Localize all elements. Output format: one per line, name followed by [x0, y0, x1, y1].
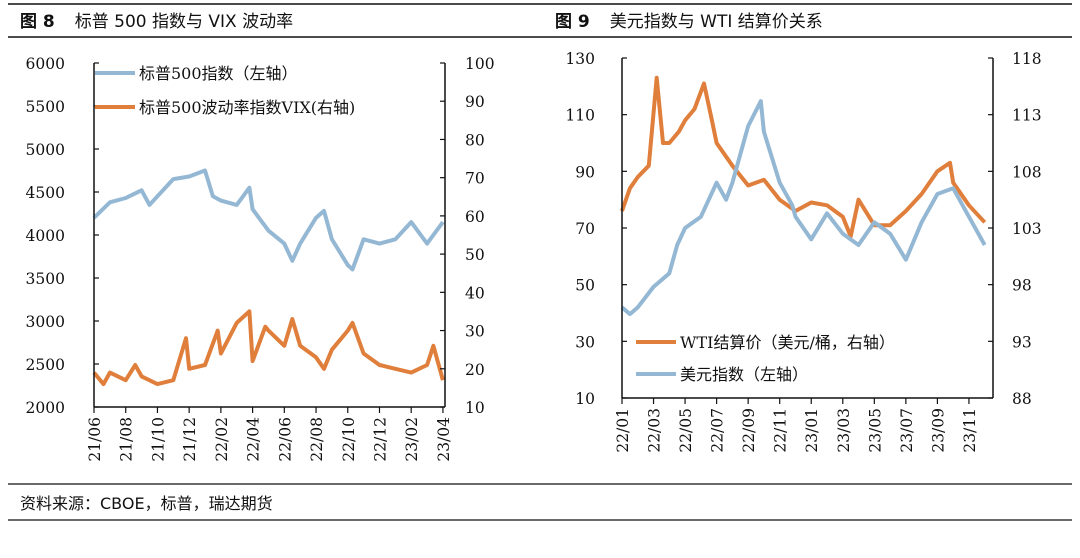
- chart-dxy-wti: 10 30 50 70 90 110 130 88 93 98 103 108 113 118 22/01 2…: [565, 50, 1041, 453]
- right-tick-label: 100: [465, 55, 495, 73]
- legend-label-0: 标普500指数（左轴）: [139, 64, 298, 83]
- x-tick-label: 23/04: [435, 417, 453, 462]
- left-tick-label: 2500: [26, 356, 65, 374]
- x-tick-label: 23/11: [961, 408, 979, 453]
- right-tick-label: 50: [465, 246, 485, 264]
- left-tick-label: 5500: [26, 98, 65, 116]
- x-tick-label: 22/11: [772, 408, 790, 453]
- legend-label-1: 标普500波动率指数VIX(右轴): [139, 98, 355, 117]
- x-tick-label: 22/07: [709, 408, 727, 453]
- left-tick-label: 3500: [26, 270, 65, 288]
- series-line-1: [92, 309, 445, 387]
- right-tick-label: 113: [1012, 107, 1042, 125]
- left-tick-label: 5000: [26, 141, 65, 159]
- x-tick-label: 22/04: [245, 417, 263, 462]
- figure9-title: 图 9 美元指数与 WTI 结算价关系: [555, 12, 823, 32]
- right-tick-label: 80: [465, 131, 485, 149]
- right-tick-label: 103: [1012, 220, 1042, 238]
- right-tick-label: 118: [1012, 50, 1042, 68]
- right-tick-label: 98: [1012, 277, 1032, 295]
- right-tick-label: 108: [1012, 163, 1042, 181]
- x-tick-label: 21/08: [118, 417, 136, 462]
- series-line-0: [92, 168, 445, 272]
- left-tick-label: 6000: [26, 55, 65, 73]
- x-tick-label: 22/12: [371, 417, 389, 462]
- chart-sp500-vix: 2000 2500 3000 3500 4000 4500 5000 5500 6000 10 20…: [26, 55, 495, 462]
- left-tick-label: 4500: [26, 184, 65, 202]
- source-note: 资料来源：CBOE，标普，瑞达期货: [20, 494, 273, 513]
- series-line-0: [620, 75, 987, 239]
- x-tick-label: 22/08: [308, 417, 326, 462]
- x-tick-label: 23/03: [835, 408, 853, 453]
- x-tick-label: 23/05: [866, 408, 884, 453]
- left-tick-label: 4000: [26, 227, 65, 245]
- x-tick-label: 23/09: [929, 408, 947, 453]
- left-tick-label: 130: [565, 50, 595, 68]
- x-tick-label: 22/03: [646, 408, 664, 453]
- left-tick-label: 3000: [26, 313, 65, 331]
- left-tick-label: 90: [575, 163, 595, 181]
- right-tick-label: 10: [465, 399, 485, 417]
- right-tick-label: 40: [465, 284, 485, 302]
- x-tick-label: 22/06: [276, 417, 294, 462]
- right-tick-label: 60: [465, 208, 485, 226]
- legend-label-0: WTI结算价（美元/桶，右轴）: [680, 333, 895, 352]
- right-tick-label: 93: [1012, 333, 1032, 351]
- left-tick-label: 110: [565, 107, 595, 125]
- x-tick-label: 22/05: [677, 408, 695, 453]
- series-line-1: [620, 99, 987, 317]
- left-tick-label: 10: [575, 390, 595, 408]
- x-tick-label: 23/01: [803, 408, 821, 453]
- figure8-title: 图 8 标普 500 指数与 VIX 波动率: [20, 12, 293, 32]
- x-tick-label: 23/02: [403, 417, 421, 462]
- left-tick-label: 70: [575, 220, 595, 238]
- left-tick-label: 2000: [26, 399, 65, 417]
- right-tick-label: 30: [465, 323, 485, 341]
- x-tick-label: 21/06: [86, 417, 104, 462]
- legend-label-1: 美元指数（左轴）: [680, 365, 808, 384]
- right-tick-label: 20: [465, 361, 485, 379]
- left-tick-label: 50: [575, 277, 595, 295]
- right-tick-label: 70: [465, 170, 485, 188]
- right-tick-label: 90: [465, 93, 485, 111]
- x-tick-label: 23/07: [898, 408, 916, 453]
- x-tick-label: 21/12: [181, 417, 199, 462]
- x-tick-label: 21/10: [149, 417, 167, 462]
- x-tick-label: 22/02: [213, 417, 231, 462]
- x-tick-label: 22/01: [614, 408, 632, 453]
- x-tick-label: 22/10: [340, 417, 358, 462]
- x-tick-label: 22/09: [740, 408, 758, 453]
- right-tick-label: 88: [1012, 390, 1032, 408]
- left-tick-label: 30: [575, 333, 595, 351]
